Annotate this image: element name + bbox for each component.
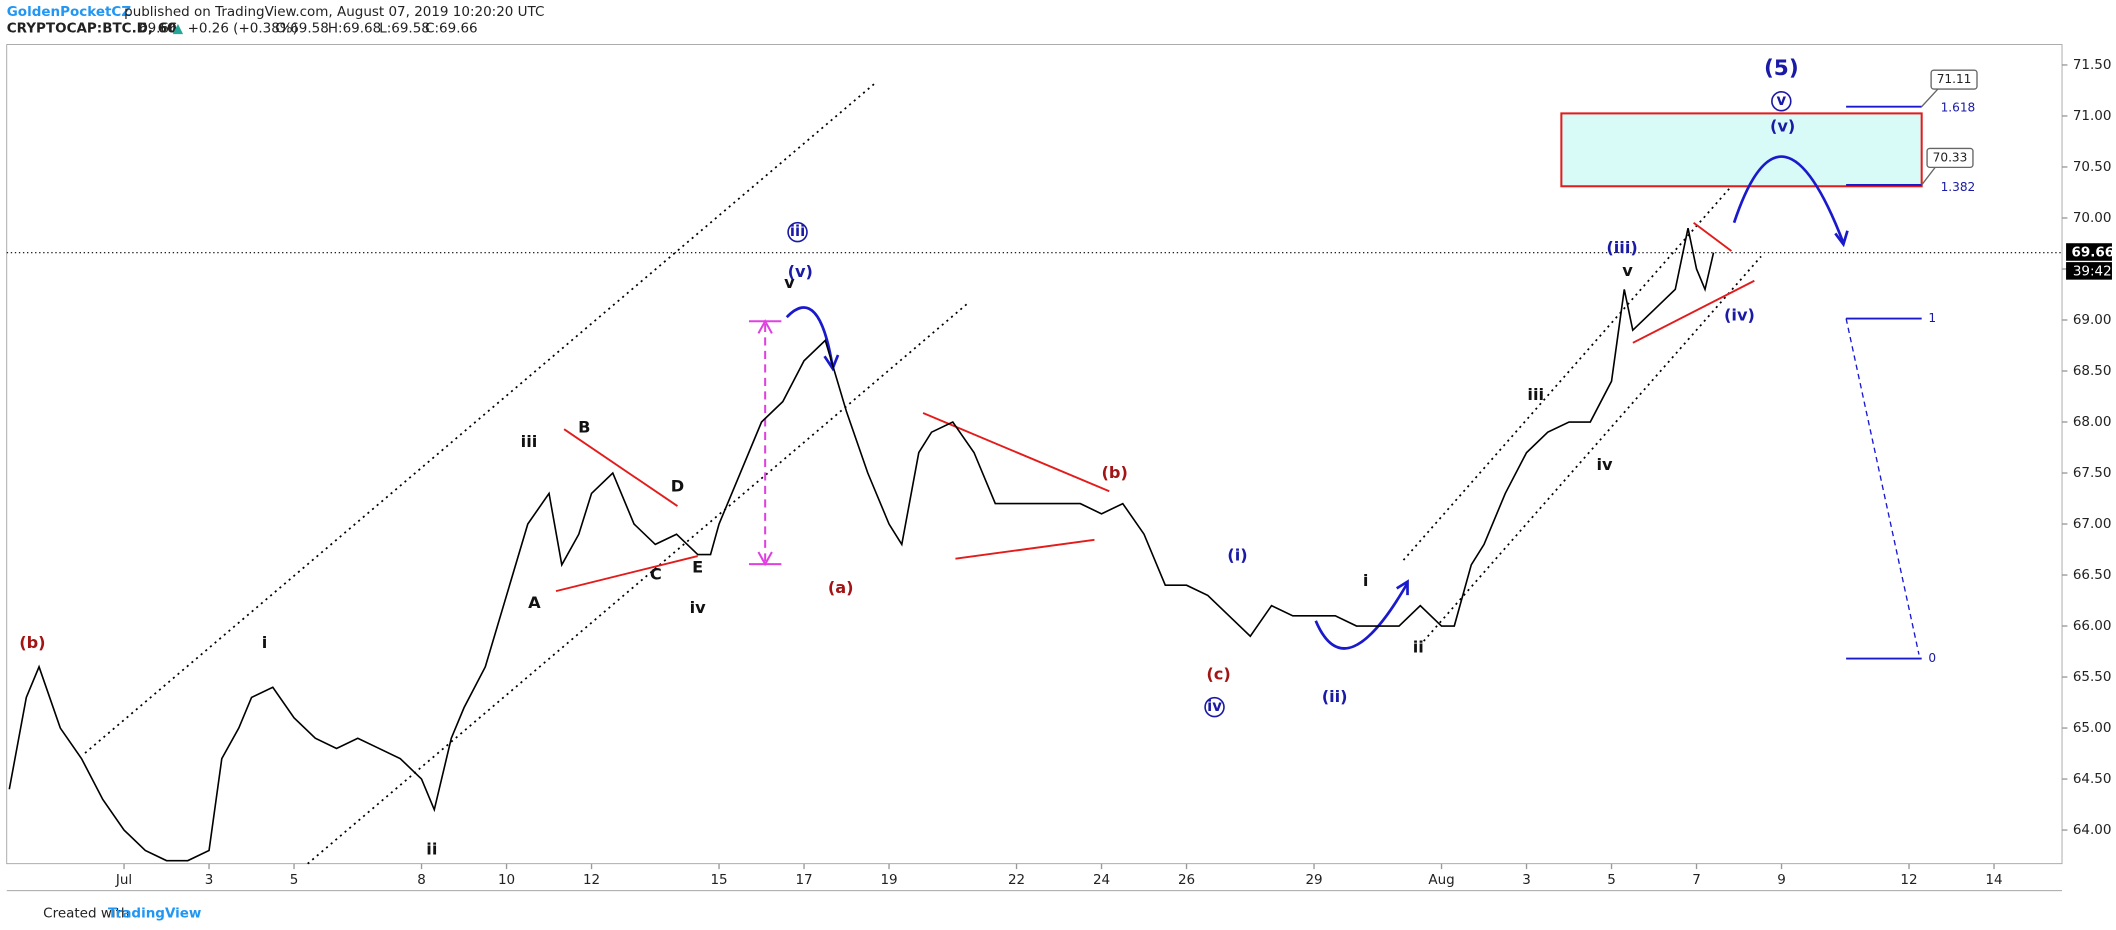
annotation: 70.33 bbox=[1933, 150, 1968, 164]
annotation: 0 bbox=[1928, 651, 1936, 665]
annotation: i bbox=[262, 633, 268, 652]
x-tick-label: 10 bbox=[498, 872, 515, 888]
annotation: iii bbox=[521, 432, 538, 451]
annotation: 1.382 bbox=[1941, 180, 1976, 194]
trend-lines bbox=[555, 221, 1755, 593]
x-tick-label: 12 bbox=[583, 872, 600, 888]
annotation: (a) bbox=[828, 578, 854, 597]
y-tick-label: 68.00 bbox=[2073, 414, 2112, 430]
price-line bbox=[8, 228, 1715, 862]
channels bbox=[84, 83, 1762, 865]
y-tick-label: 67.00 bbox=[2073, 516, 2112, 532]
annotation: (v) bbox=[788, 262, 813, 281]
change: +0.26 (+0.38%) bbox=[188, 20, 298, 36]
callouts bbox=[1921, 69, 1978, 186]
annotation: iii bbox=[1527, 385, 1544, 404]
low: L:69.58 bbox=[379, 20, 430, 36]
last-price-label: 69.66 bbox=[2071, 245, 2114, 261]
x-tick-label: 8 bbox=[417, 872, 426, 888]
x-tick-label: 5 bbox=[290, 872, 299, 888]
annotation: 1.618 bbox=[1941, 100, 1976, 114]
footer-created: Created with bbox=[43, 906, 129, 922]
x-tick-label: 7 bbox=[1692, 872, 1701, 888]
open: O:69.58 bbox=[275, 20, 329, 36]
annotation: iv bbox=[1207, 698, 1222, 715]
annotation: ii bbox=[426, 840, 437, 859]
countdown-tag bbox=[2066, 262, 2112, 280]
annotation: (ii) bbox=[1322, 687, 1348, 706]
y-tick-label: 65.00 bbox=[2073, 720, 2112, 736]
measure bbox=[748, 319, 782, 567]
annotation: B bbox=[578, 417, 590, 436]
x-tick-label: 17 bbox=[795, 872, 812, 888]
annotation: C bbox=[650, 564, 662, 583]
annotation: ii bbox=[1413, 637, 1424, 656]
x-tick-label: 5 bbox=[1607, 872, 1616, 888]
annotation: (i) bbox=[1227, 546, 1247, 565]
x-tick-label: 12 bbox=[1900, 872, 1917, 888]
plot-frame bbox=[6, 44, 2063, 865]
annotation: v bbox=[1776, 92, 1786, 109]
annotation: v bbox=[1622, 261, 1633, 280]
x-tick-label: 26 bbox=[1178, 872, 1195, 888]
annotation: (iv) bbox=[1724, 305, 1755, 324]
annotation: D bbox=[671, 477, 684, 496]
annotation: E bbox=[692, 558, 703, 577]
target-box bbox=[1560, 112, 1923, 188]
y-tick-label: 69.00 bbox=[2073, 312, 2112, 328]
x-tick-label: 14 bbox=[1985, 872, 2002, 888]
high: H:69.68 bbox=[328, 20, 381, 36]
y-tick-label: 64.50 bbox=[2073, 771, 2112, 787]
annotation: 1 bbox=[1928, 311, 1936, 325]
close: C:69.66 bbox=[425, 20, 478, 36]
annotation: (v) bbox=[1770, 116, 1795, 135]
annotation: (iii) bbox=[1606, 238, 1637, 257]
annotation: i bbox=[1363, 571, 1369, 590]
annotation: A bbox=[528, 593, 541, 612]
annotation: (c) bbox=[1206, 664, 1230, 683]
x-tick-label: 29 bbox=[1305, 872, 1322, 888]
x-tick-label: 15 bbox=[710, 872, 727, 888]
annotation: (b) bbox=[19, 633, 45, 652]
symbol: CRYPTOCAP:BTC.D, 60 bbox=[7, 20, 177, 36]
wave-circle bbox=[1204, 696, 1225, 718]
published: published on TradingView.com, August 07,… bbox=[124, 4, 544, 20]
annotation: v bbox=[784, 273, 795, 292]
x-tick-label: 9 bbox=[1777, 872, 1786, 888]
y-tick-label: 67.50 bbox=[2073, 465, 2112, 481]
annotation: iii bbox=[790, 223, 805, 240]
x-tick-label: 3 bbox=[1522, 872, 1531, 888]
countdown: 39:42 bbox=[2073, 264, 2112, 280]
annotation: iv bbox=[1596, 455, 1613, 474]
y-tick-label: 71.50 bbox=[2073, 57, 2112, 73]
y-tick-label: 66.50 bbox=[2073, 567, 2112, 583]
x-tick-label: Jul bbox=[115, 872, 132, 888]
annotation: iv bbox=[690, 598, 707, 617]
x-tick-label: Aug bbox=[1428, 872, 1454, 888]
y-tick-label: 71.00 bbox=[2073, 108, 2112, 124]
x-tick-label: 3 bbox=[205, 872, 214, 888]
annotation: 71.11 bbox=[1937, 72, 1972, 86]
y-tick-label: 65.50 bbox=[2073, 669, 2112, 685]
publisher: GoldenPocketCZ bbox=[7, 4, 132, 20]
footer-brand: TradingView bbox=[108, 906, 201, 922]
annotation: (b) bbox=[1101, 463, 1127, 482]
last-price-tag bbox=[2066, 243, 2112, 261]
wave-circle bbox=[1771, 90, 1792, 112]
wave-circle bbox=[787, 221, 808, 243]
annotation: (5) bbox=[1764, 56, 1799, 81]
y-tick-label: 70.00 bbox=[2073, 210, 2112, 226]
x-tick-label: 24 bbox=[1093, 872, 1110, 888]
y-tick-label: 70.50 bbox=[2073, 159, 2112, 175]
fib-levels bbox=[1845, 105, 1922, 660]
x-tick-label: 19 bbox=[880, 872, 897, 888]
x-tick-label: 22 bbox=[1008, 872, 1025, 888]
y-tick-label: 68.50 bbox=[2073, 363, 2112, 379]
y-tick-label: 64.00 bbox=[2073, 822, 2112, 838]
last: 69.66 bbox=[139, 20, 178, 36]
change-arrow: ▲ bbox=[173, 20, 184, 36]
projection-arrows bbox=[785, 155, 1849, 650]
y-tick-label: 66.00 bbox=[2073, 618, 2112, 634]
